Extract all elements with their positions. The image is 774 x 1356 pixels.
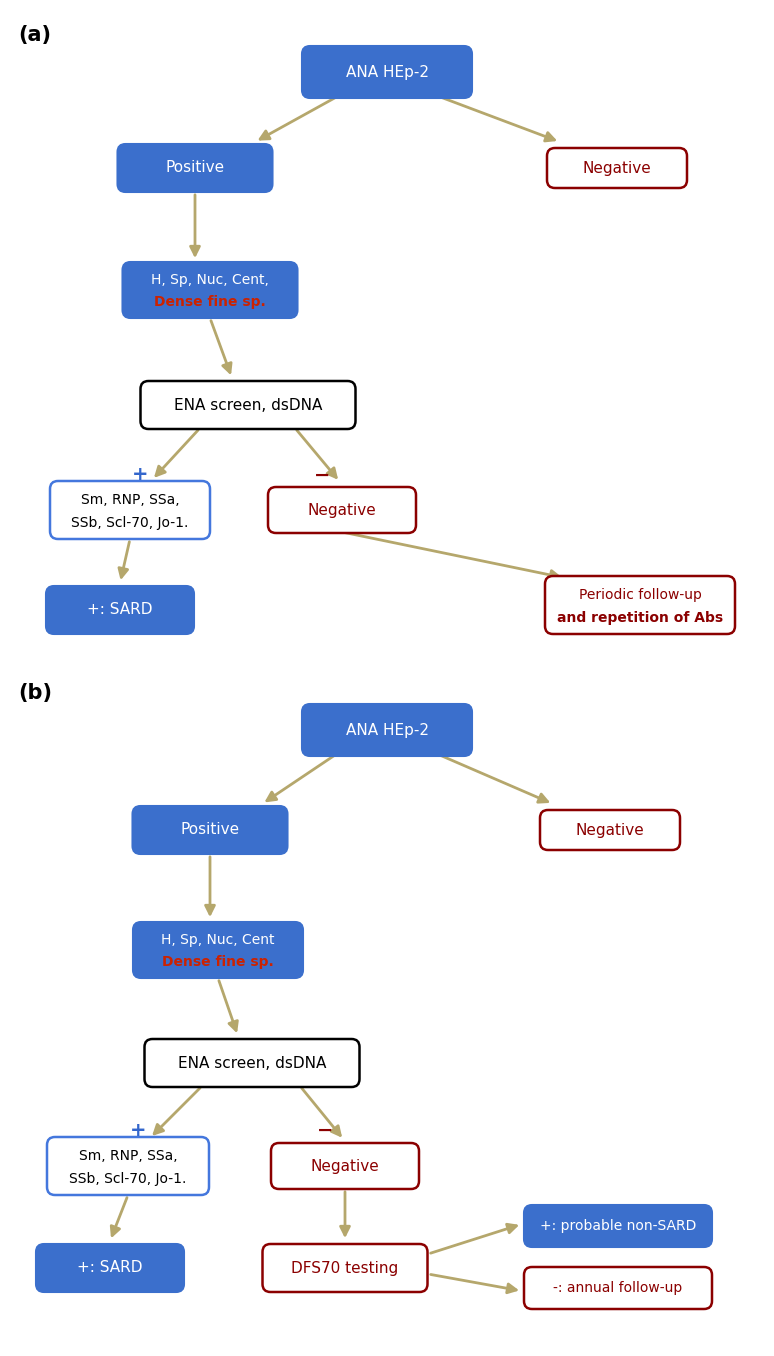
- Text: DFS70 testing: DFS70 testing: [291, 1261, 399, 1276]
- FancyBboxPatch shape: [268, 487, 416, 533]
- Text: Dense fine sp.: Dense fine sp.: [154, 296, 266, 309]
- FancyBboxPatch shape: [524, 1205, 712, 1248]
- Text: +: +: [130, 1120, 146, 1139]
- Text: +: probable non-SARD: +: probable non-SARD: [539, 1219, 696, 1233]
- Text: Negative: Negative: [310, 1158, 379, 1173]
- FancyBboxPatch shape: [302, 46, 472, 98]
- Text: ENA screen, dsDNA: ENA screen, dsDNA: [174, 397, 322, 412]
- FancyBboxPatch shape: [540, 810, 680, 850]
- FancyBboxPatch shape: [524, 1267, 712, 1309]
- Text: +: SARD: +: SARD: [77, 1261, 142, 1276]
- FancyBboxPatch shape: [36, 1243, 184, 1292]
- FancyBboxPatch shape: [50, 481, 210, 538]
- Text: Periodic follow-up: Periodic follow-up: [578, 587, 701, 602]
- Text: +: SARD: +: SARD: [87, 602, 152, 617]
- Text: Negative: Negative: [576, 823, 645, 838]
- Text: ANA HEp-2: ANA HEp-2: [345, 65, 429, 80]
- Text: -: annual follow-up: -: annual follow-up: [553, 1281, 683, 1295]
- FancyBboxPatch shape: [545, 576, 735, 635]
- FancyBboxPatch shape: [145, 1039, 359, 1088]
- Text: Sm, RNP, SSa,: Sm, RNP, SSa,: [79, 1149, 177, 1162]
- FancyBboxPatch shape: [271, 1143, 419, 1189]
- Text: and repetition of Abs: and repetition of Abs: [557, 610, 723, 625]
- FancyBboxPatch shape: [133, 922, 303, 978]
- Text: −: −: [317, 1120, 333, 1139]
- FancyBboxPatch shape: [547, 148, 687, 188]
- Text: Positive: Positive: [166, 160, 224, 175]
- Text: H, Sp, Nuc, Cent: H, Sp, Nuc, Cent: [161, 933, 275, 946]
- FancyBboxPatch shape: [132, 805, 287, 854]
- Text: Sm, RNP, SSa,: Sm, RNP, SSa,: [80, 492, 180, 507]
- FancyBboxPatch shape: [47, 1136, 209, 1195]
- FancyBboxPatch shape: [122, 262, 297, 319]
- Text: Negative: Negative: [583, 160, 652, 175]
- Text: +: +: [132, 465, 149, 484]
- Text: ANA HEp-2: ANA HEp-2: [345, 723, 429, 738]
- Text: Dense fine sp.: Dense fine sp.: [162, 956, 274, 970]
- FancyBboxPatch shape: [118, 144, 272, 193]
- Text: SSb, Scl-70, Jo-1.: SSb, Scl-70, Jo-1.: [70, 1172, 187, 1185]
- Text: ENA screen, dsDNA: ENA screen, dsDNA: [178, 1055, 326, 1070]
- FancyBboxPatch shape: [262, 1243, 427, 1292]
- FancyBboxPatch shape: [46, 586, 194, 635]
- Text: Negative: Negative: [307, 503, 376, 518]
- FancyBboxPatch shape: [302, 704, 472, 757]
- FancyBboxPatch shape: [141, 381, 355, 428]
- Text: (a): (a): [18, 24, 51, 45]
- Text: (b): (b): [18, 683, 52, 702]
- Text: H, Sp, Nuc, Cent,: H, Sp, Nuc, Cent,: [151, 273, 269, 287]
- Text: Positive: Positive: [180, 823, 240, 838]
- Text: SSb, Scl-70, Jo-1.: SSb, Scl-70, Jo-1.: [71, 515, 189, 530]
- Text: −: −: [313, 465, 330, 484]
